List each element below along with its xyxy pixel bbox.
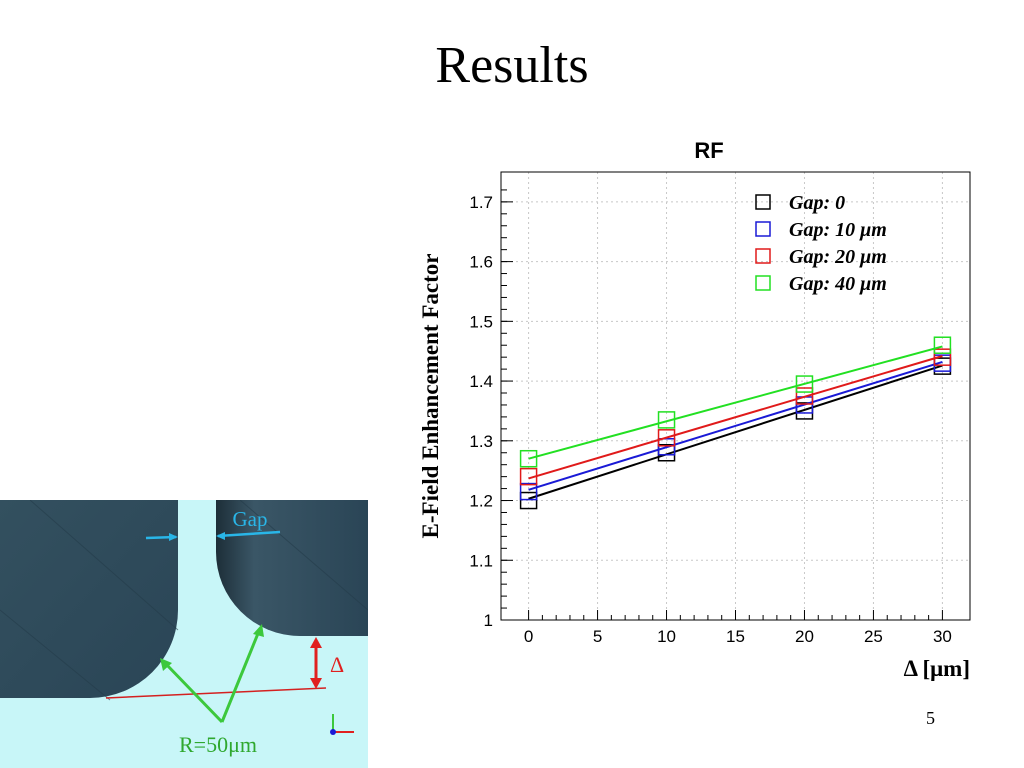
data-point-marker — [519, 449, 538, 468]
slide-title: Results — [435, 37, 589, 94]
legend-marker — [755, 275, 771, 291]
rf-chart-svg: RF 0 5 10 15 20 25 30 1 1.1 1.2 1.3 1.4 1.5 1.6 1.7 Ga… — [418, 138, 971, 681]
fit-line-series-1 — [528, 364, 943, 500]
data-point-marker — [519, 491, 538, 510]
gap-label: Gap — [233, 507, 268, 531]
legend-marker — [755, 194, 771, 210]
x-tick-label: 25 — [864, 627, 883, 646]
x-tick-label: 20 — [795, 627, 814, 646]
x-tick-label: 15 — [726, 627, 745, 646]
electrode-gap-diagram: Gap Δ R=50μm — [0, 500, 368, 768]
electrode-gap-figure: Gap Δ R=50μm — [0, 500, 368, 768]
x-axis-label: Δ [μm] — [904, 656, 970, 681]
legend-marker — [755, 221, 771, 237]
delta-label: Δ — [330, 652, 344, 677]
x-tick-label: 10 — [657, 627, 676, 646]
y-tick-label: 1.1 — [469, 551, 493, 570]
left-electrode — [0, 500, 178, 698]
fit-line-series-3 — [528, 355, 943, 480]
y-tick-label: 1.3 — [469, 432, 493, 451]
reference-line — [105, 687, 327, 699]
y-axis-label: E-Field Enhancement Factor — [418, 254, 443, 539]
data-point-marker — [933, 348, 952, 366]
fit-line-series-2 — [528, 360, 943, 491]
y-tick-label: 1.6 — [469, 253, 493, 272]
legend-label: Gap: 40 μm — [789, 273, 887, 295]
data-point-marker — [519, 482, 538, 501]
x-tick-label: 30 — [933, 627, 952, 646]
legend-label: Gap: 0 — [789, 192, 845, 214]
legend-label: Gap: 20 μm — [789, 246, 887, 268]
y-tick-label: 1 — [484, 611, 493, 630]
radius-arrow-right — [220, 630, 261, 723]
radius-label: R=50μm — [179, 732, 257, 757]
data-point-marker — [657, 429, 676, 447]
chart-title: RF — [694, 138, 723, 163]
rf-chart: RF 0 5 10 15 20 25 30 1 1.1 1.2 1.3 1.4 1.5 1.6 1.7 Ga… — [404, 132, 984, 692]
y-tick-label: 1.5 — [469, 312, 493, 331]
gap-arrow-right — [217, 530, 281, 538]
axis-triad-icon — [330, 714, 354, 735]
fit-line-series-4 — [528, 345, 943, 460]
data-point-marker — [933, 336, 952, 354]
data-point-marker — [657, 438, 676, 456]
y-tick-label: 1.7 — [469, 193, 493, 212]
y-tick-label: 1.4 — [469, 372, 493, 391]
data-point-marker — [795, 387, 814, 405]
radius-arrow-left — [163, 661, 224, 724]
data-point-marker — [657, 411, 676, 429]
data-point-marker — [795, 375, 814, 393]
data-point-marker — [519, 467, 538, 486]
legend-marker — [755, 248, 771, 264]
y-tick-label: 1.2 — [469, 492, 493, 511]
x-tick-label: 0 — [524, 627, 533, 646]
legend-label: Gap: 10 μm — [789, 219, 887, 241]
x-tick-label: 5 — [593, 627, 602, 646]
page-number: 5 — [926, 708, 935, 728]
